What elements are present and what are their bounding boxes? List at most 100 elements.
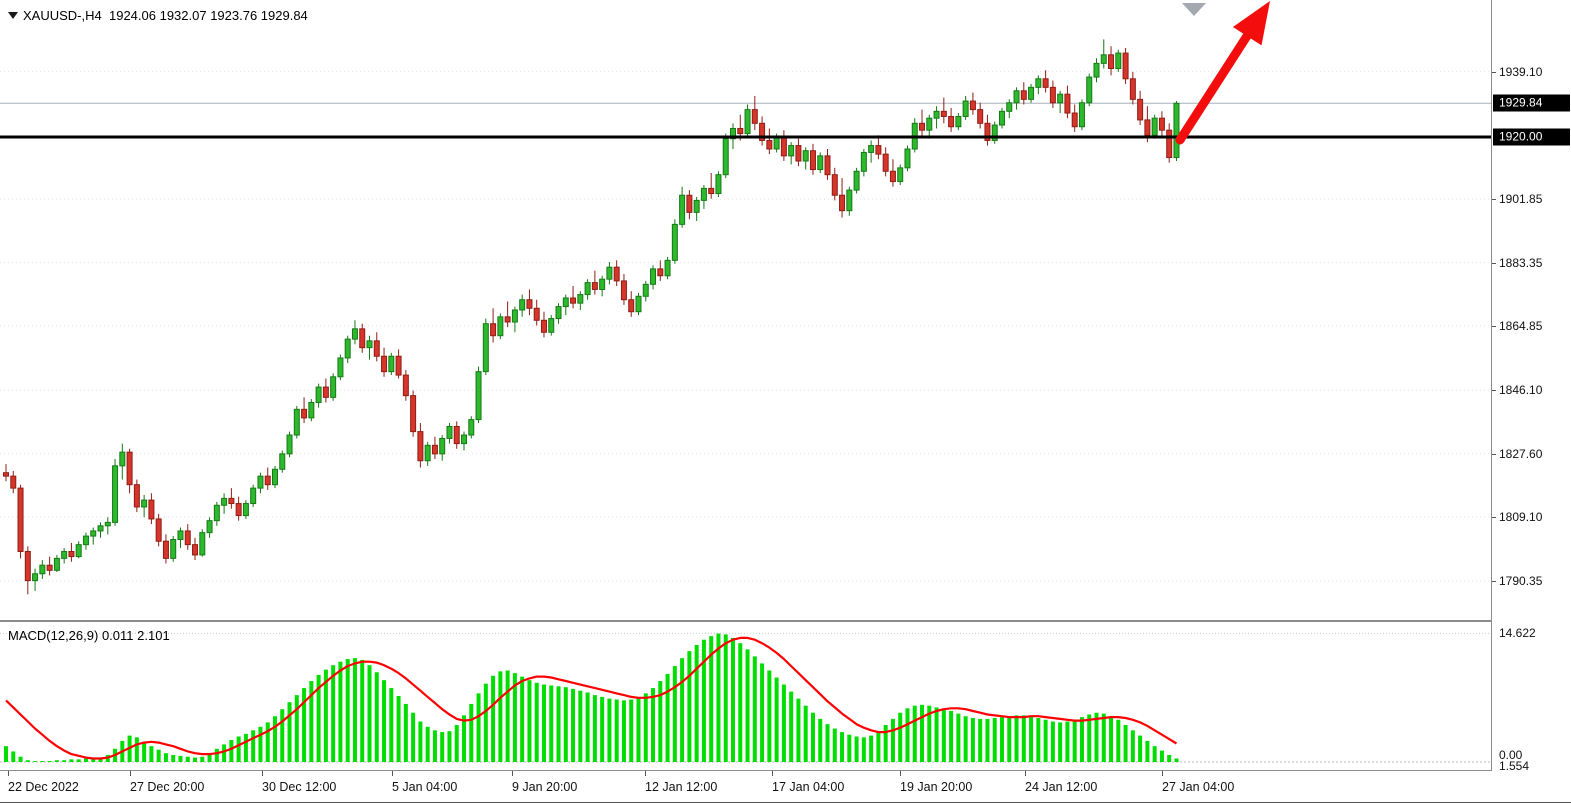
macd-histogram-bar xyxy=(345,659,350,762)
candle-body xyxy=(751,109,758,124)
candle-body xyxy=(61,550,68,559)
macd-histogram-bar xyxy=(469,703,474,762)
time-axis-tick xyxy=(772,771,773,776)
candle-body xyxy=(1108,54,1115,70)
macd-histogram-bar xyxy=(738,643,743,762)
macd-histogram-bar xyxy=(585,692,590,762)
macd-histogram-bar xyxy=(331,665,336,762)
price-axis-label: 1864.85 xyxy=(1499,318,1543,333)
candle-body xyxy=(192,544,199,556)
ohlc-quote-label: 1924.06 1932.07 1923.76 1929.84 xyxy=(108,8,308,23)
panel-divider[interactable] xyxy=(0,620,1571,622)
candle-body xyxy=(468,419,475,436)
macd-histogram-bar xyxy=(680,658,685,762)
macd-histogram-bar xyxy=(614,699,619,762)
candlestick-chart[interactable] xyxy=(0,0,1491,620)
candle-body xyxy=(53,557,60,571)
candle-body xyxy=(39,564,46,575)
candle-body xyxy=(32,573,39,582)
macd-histogram-bar xyxy=(382,680,387,762)
macd-histogram-bar xyxy=(890,718,895,762)
macd-value: 0.011 xyxy=(101,628,134,643)
macd-histogram-bar xyxy=(316,674,321,762)
price-axis-border xyxy=(1491,0,1492,771)
panel-divider-bottom xyxy=(0,770,1571,771)
candle-body xyxy=(97,525,104,532)
trend-arrow-head[interactable] xyxy=(1232,1,1270,46)
candle-body xyxy=(889,170,896,183)
macd-histogram-bar xyxy=(520,676,525,762)
macd-histogram-bar xyxy=(1101,713,1106,762)
symbol-dropdown-icon[interactable] xyxy=(8,12,18,19)
candle-body xyxy=(315,386,322,403)
candle-body xyxy=(431,444,438,455)
macd-histogram-bar xyxy=(796,698,801,762)
candle-body xyxy=(868,145,875,153)
macd-axis-label: 14.622 xyxy=(1499,626,1536,641)
candle-body xyxy=(90,530,97,537)
macd-histogram-bar xyxy=(389,688,394,762)
price-axis-tick xyxy=(1492,390,1496,392)
macd-histogram-bar xyxy=(374,672,379,762)
macd-histogram-bar xyxy=(920,704,925,762)
candle-body xyxy=(766,139,773,150)
macd-histogram-bar xyxy=(905,708,910,762)
macd-histogram-bar xyxy=(883,725,888,762)
macd-histogram-bar xyxy=(927,705,932,762)
time-axis-label: 24 Jan 12:00 xyxy=(1025,780,1098,794)
candle-body xyxy=(686,194,693,213)
macd-histogram-bar xyxy=(25,760,30,762)
macd-histogram-bar xyxy=(876,731,881,762)
candle-body xyxy=(264,475,271,486)
candle-body xyxy=(17,487,24,552)
macd-histogram-bar xyxy=(418,721,423,762)
macd-histogram-bar xyxy=(134,737,139,762)
price-axis-label: 1883.35 xyxy=(1499,255,1543,270)
macd-histogram-bar xyxy=(687,651,692,762)
macd-histogram-bar xyxy=(840,732,845,762)
candle-body xyxy=(577,294,584,304)
price-axis-tick xyxy=(1492,581,1496,583)
object-anchor-triangle-icon[interactable] xyxy=(1182,3,1206,16)
macd-histogram-bar xyxy=(592,695,597,762)
macd-histogram-bar xyxy=(512,673,517,762)
macd-histogram-bar xyxy=(978,718,983,762)
macd-histogram-bar xyxy=(193,757,198,762)
candle-body xyxy=(497,316,504,337)
candle-body xyxy=(824,155,831,176)
price-axis[interactable]: 1939.10 1901.85 1883.35 1864.85 1846.10 1827.… xyxy=(1492,0,1571,773)
macd-histogram-bar xyxy=(76,759,81,762)
candle-body xyxy=(162,540,169,559)
macd-histogram-bar xyxy=(411,712,416,762)
candle-body xyxy=(112,465,119,523)
macd-histogram-bar xyxy=(163,753,168,762)
macd-histogram-bar xyxy=(716,633,721,762)
macd-histogram-bar xyxy=(1145,740,1150,762)
macd-histogram-bar xyxy=(462,715,467,762)
time-axis-tick xyxy=(8,771,9,776)
macd-axis-label: 0.00 xyxy=(1499,748,1523,762)
candle-body xyxy=(242,503,249,517)
candle-body xyxy=(962,100,969,117)
macd-histogram-bar xyxy=(214,748,219,762)
macd-histogram-bar xyxy=(803,705,808,762)
macd-histogram-bar xyxy=(491,675,496,762)
candle-body xyxy=(344,338,351,359)
macd-histogram-bar xyxy=(898,712,903,762)
trend-arrow-shaft[interactable] xyxy=(1175,31,1252,145)
macd-histogram-bar xyxy=(432,730,437,762)
candle-body xyxy=(424,444,431,462)
candle-body xyxy=(933,110,940,119)
macd-histogram-bar xyxy=(992,718,997,762)
macd-histogram-bar xyxy=(621,700,626,762)
macd-histogram-bar xyxy=(1007,716,1012,762)
candle-body xyxy=(1028,86,1035,100)
candle-body xyxy=(562,297,569,308)
macd-chart[interactable] xyxy=(0,622,1491,770)
candle-body xyxy=(759,122,766,141)
macd-histogram-bar xyxy=(4,746,8,762)
candle-body xyxy=(998,110,1005,126)
time-axis[interactable]: 22 Dec 2022 27 Dec 20:00 30 Dec 12:00 5 Jan… xyxy=(0,771,1571,802)
candle-body xyxy=(119,451,126,467)
macd-histogram-bar xyxy=(483,683,488,762)
